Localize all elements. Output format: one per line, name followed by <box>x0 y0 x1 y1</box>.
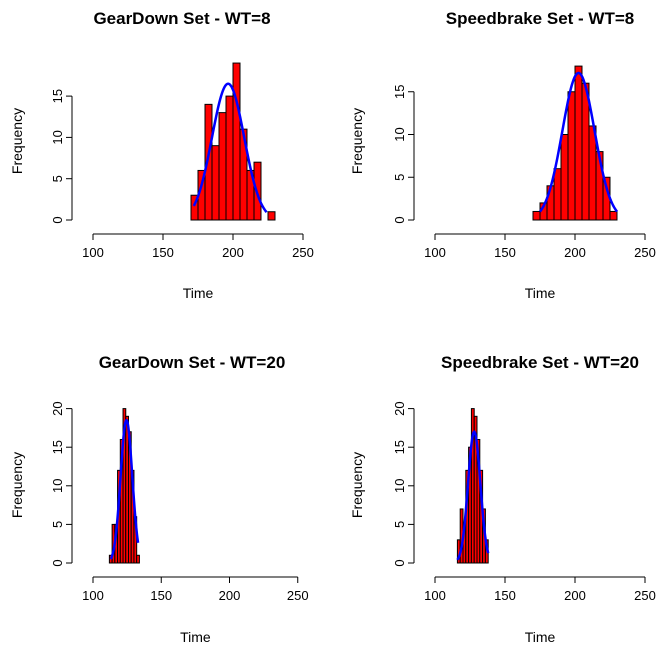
x-tick-label: 250 <box>634 245 656 260</box>
x-tick-label: 150 <box>494 588 516 603</box>
y-tick-label: 5 <box>50 521 65 528</box>
x-axis-label: Time <box>180 629 211 645</box>
panel-title: GearDown Set - WT=20 <box>99 353 286 372</box>
x-tick-label: 100 <box>82 245 104 260</box>
x-axis-label: Time <box>525 629 556 645</box>
y-tick-label: 15 <box>392 440 407 454</box>
x-tick-label: 100 <box>424 245 446 260</box>
histogram-panel-3: GearDown Set - WT=20 100 150 200 250 0 5 10 15 20… <box>9 353 309 645</box>
x-tick-label: 250 <box>292 245 314 260</box>
x-tick-label: 100 <box>82 588 104 603</box>
y-tick-label: 0 <box>392 216 407 223</box>
panel-title: Speedbrake Set - WT=8 <box>446 9 634 28</box>
y-tick-label: 10 <box>392 479 407 493</box>
y-tick-label: 15 <box>392 85 407 99</box>
normal-fit-curve <box>109 418 140 560</box>
x-tick-label: 200 <box>564 245 586 260</box>
y-tick-label: 10 <box>392 127 407 141</box>
histogram-bar <box>532 210 541 221</box>
panel-title: GearDown Set - WT=8 <box>93 9 270 28</box>
histogram-panel-2: Speedbrake Set - WT=8 100 150 200 250 0 5 10 15 T… <box>349 9 656 301</box>
histogram-bar <box>609 210 618 221</box>
y-axis-label: Frequency <box>9 452 25 518</box>
panel-title: Speedbrake Set - WT=20 <box>441 353 639 372</box>
histogram-panel-1: GearDown Set - WT=8 100 150 200 250 0 5 10 15 Tim… <box>9 9 314 301</box>
y-tick-label: 0 <box>50 216 65 223</box>
y-axis-label: Frequency <box>9 108 25 174</box>
normal-fit-curve <box>192 82 268 213</box>
histogram-bar <box>581 82 590 221</box>
histogram-bar <box>218 112 227 221</box>
histogram-panel-4: Speedbrake Set - WT=20 100 150 200 250 0 5 10 15… <box>349 353 656 645</box>
x-tick-label: 200 <box>564 588 586 603</box>
histogram-bar <box>225 95 234 221</box>
y-axis-label: Frequency <box>349 452 365 518</box>
x-tick-label: 250 <box>634 588 656 603</box>
histogram-bar <box>267 211 276 221</box>
y-tick-label: 10 <box>50 479 65 493</box>
y-axis-label: Frequency <box>349 108 365 174</box>
x-tick-label: 100 <box>424 588 446 603</box>
x-tick-label: 200 <box>222 245 244 260</box>
x-tick-label: 250 <box>287 588 309 603</box>
y-tick-label: 20 <box>392 401 407 415</box>
y-tick-label: 5 <box>50 175 65 182</box>
histogram-bar <box>567 91 576 221</box>
histogram-bar <box>211 145 220 221</box>
histogram-bar <box>136 554 140 564</box>
y-tick-label: 15 <box>50 89 65 103</box>
x-axis-label: Time <box>183 285 214 301</box>
x-tick-label: 150 <box>152 245 174 260</box>
x-tick-label: 200 <box>219 588 241 603</box>
histogram-bar <box>588 125 597 221</box>
x-tick-label: 150 <box>150 588 172 603</box>
histogram-bar <box>574 65 583 221</box>
y-tick-label: 15 <box>50 440 65 454</box>
histogram-bar <box>232 62 241 221</box>
y-tick-label: 0 <box>50 559 65 566</box>
histogram-bar <box>560 134 569 221</box>
normal-fit-curve <box>456 430 490 561</box>
histogram-bar <box>553 168 562 221</box>
y-tick-label: 5 <box>392 174 407 181</box>
normal-fit-curve <box>539 71 618 213</box>
y-tick-label: 5 <box>392 521 407 528</box>
x-axis-label: Time <box>525 285 556 301</box>
x-tick-label: 150 <box>494 245 516 260</box>
y-tick-label: 20 <box>50 401 65 415</box>
y-tick-label: 10 <box>50 130 65 144</box>
y-tick-label: 0 <box>392 559 407 566</box>
